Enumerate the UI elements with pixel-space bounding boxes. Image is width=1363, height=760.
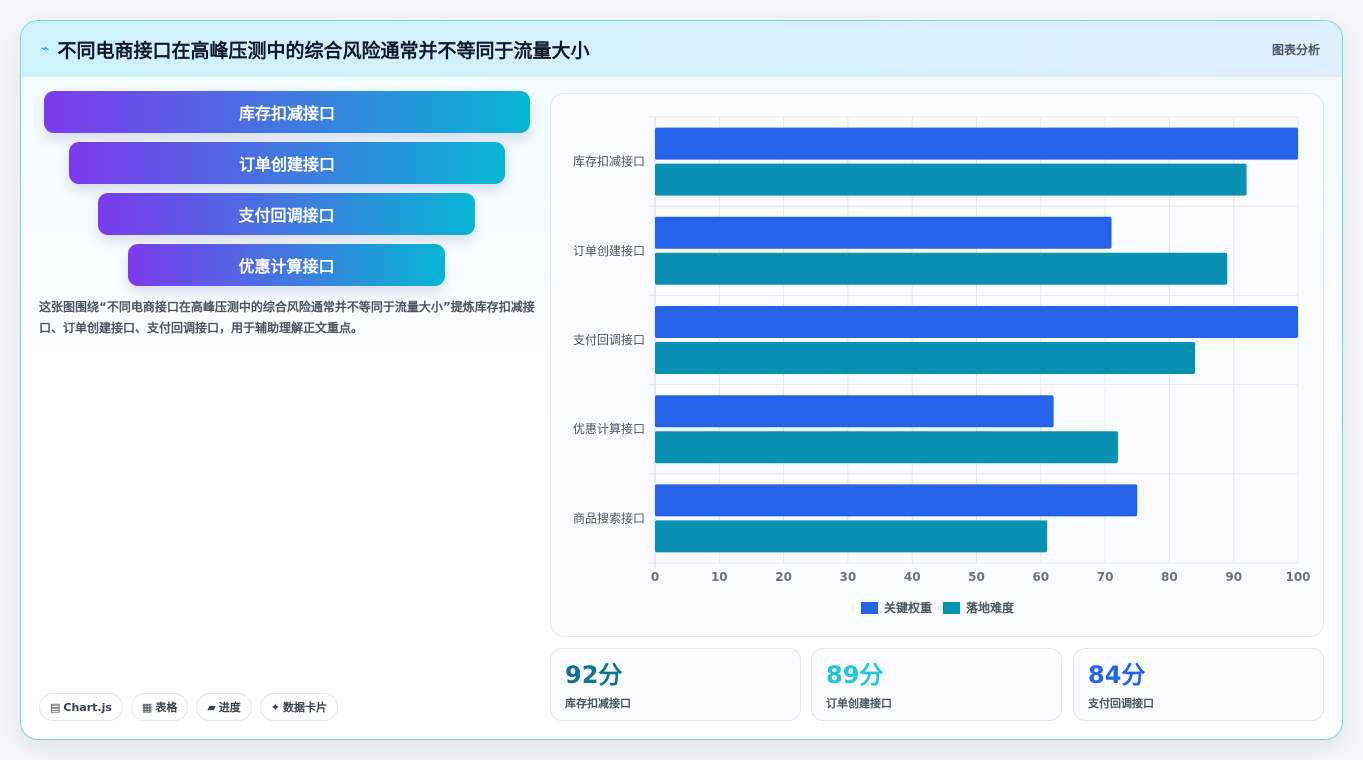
sparkle-icon: ✦: [270, 700, 281, 714]
chip-table[interactable]: ▦ 表格: [130, 693, 189, 721]
bar: [655, 163, 1247, 196]
funnel-step: 订单创建接口: [69, 142, 505, 184]
stat-value: 89分: [826, 661, 884, 689]
x-tick-label: 100: [1285, 570, 1310, 584]
bar: [655, 342, 1196, 374]
bar: [655, 127, 1298, 160]
legend-swatch: [943, 602, 960, 614]
y-tick-label: 商品搜索接口: [573, 510, 645, 525]
y-tick-label: 库存扣减接口: [573, 154, 645, 169]
chart-container: 0 10 20 30 40 50 60 70 80 90 100 库存扣减接口 订单创建接口 支付回调接口…: [550, 93, 1324, 637]
x-tick-label: 40: [904, 570, 921, 584]
y-tick-label: 优惠计算接口: [573, 421, 645, 436]
main-card: ⌁ 不同电商接口在高峰压测中的综合风险通常并不等同于流量大小 图表分析 库存扣减…: [20, 20, 1343, 740]
chip-progress[interactable]: ▰ 进度: [196, 693, 252, 721]
progress-icon: ▰: [207, 700, 216, 714]
header-tag: 图表分析: [1271, 43, 1320, 57]
stat-value: 84分: [1088, 661, 1146, 689]
bar: [655, 484, 1138, 517]
chip-label: 数据卡片: [283, 701, 328, 714]
legend-swatch: [861, 602, 878, 614]
x-tick-label: 20: [775, 570, 792, 584]
y-tick-label: 支付回调接口: [573, 332, 645, 347]
stat-value: 92分: [565, 661, 623, 689]
x-tick-label: 50: [968, 570, 985, 584]
bar: [655, 431, 1118, 464]
x-tick-label: 10: [711, 570, 728, 584]
stat-card: 84分 支付回调接口: [1073, 648, 1324, 721]
funnel-step: 库存扣减接口: [44, 91, 530, 133]
x-tick-label: 30: [840, 570, 857, 584]
table-icon: ▦: [141, 700, 153, 714]
chip-data-card[interactable]: ✦ 数据卡片: [259, 693, 339, 721]
page-title: 不同电商接口在高峰压测中的综合风险通常并不等同于流量大小: [57, 39, 590, 62]
chip-label: 进度: [218, 701, 241, 714]
x-tick-label: 90: [1225, 570, 1242, 584]
funnel-step: 优惠计算接口: [128, 244, 445, 286]
description: 这张图围绕“不同电商接口在高峰压测中的综合风险通常并不等同于流量大小”提炼库存扣…: [39, 300, 535, 335]
y-tick-label: 订单创建接口: [573, 243, 645, 258]
x-tick-label: 0: [651, 570, 659, 584]
stat-label: 支付回调接口: [1088, 697, 1154, 710]
stat-label: 订单创建接口: [826, 697, 892, 710]
x-tick-label: 80: [1161, 570, 1178, 584]
stat-card: 92分 库存扣减接口: [550, 648, 801, 721]
bar-chart: 0 10 20 30 40 50 60 70 80 90 100 库存扣减接口订单创建接口支付回调接口…: [573, 116, 1311, 615]
bar: [655, 216, 1112, 249]
bar: [655, 520, 1048, 553]
header: ⌁ 不同电商接口在高峰压测中的综合风险通常并不等同于流量大小 图表分析: [21, 21, 1342, 77]
chip-label: 表格: [155, 701, 178, 714]
stat-card: 89分 订单创建接口: [811, 648, 1062, 721]
bar: [655, 395, 1054, 428]
x-tick-label: 70: [1097, 570, 1114, 584]
chip-label: Chart.js: [63, 700, 112, 714]
pulse-icon: ⌁: [41, 41, 50, 57]
bar: [655, 252, 1228, 285]
funnel-step: 支付回调接口: [98, 193, 475, 235]
stat-label: 库存扣减接口: [565, 697, 631, 710]
bar: [655, 306, 1298, 338]
chip-row: ▤ Chart.js ▦ 表格 ▰ 进度 ✦ 数据卡片: [39, 693, 339, 721]
legend-label: 落地难度: [966, 600, 1015, 615]
legend-label: 关键权重: [884, 600, 932, 615]
chip-chartjs[interactable]: ▤ Chart.js: [39, 693, 123, 721]
x-tick-label: 60: [1032, 570, 1049, 584]
chart-icon: ▤: [50, 700, 61, 714]
